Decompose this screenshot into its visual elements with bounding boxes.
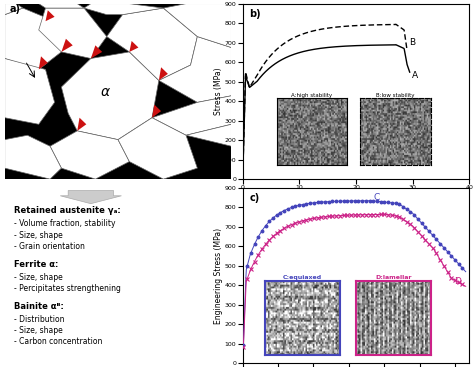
Text: - Distribution: - Distribution: [14, 315, 64, 324]
Polygon shape: [129, 41, 138, 52]
Polygon shape: [62, 39, 73, 52]
Text: $\alpha$: $\alpha$: [100, 85, 111, 99]
Polygon shape: [186, 124, 231, 146]
Polygon shape: [152, 105, 161, 118]
Text: $\alpha_B$: $\alpha_B$: [14, 44, 27, 56]
Polygon shape: [152, 96, 231, 135]
Polygon shape: [62, 52, 159, 139]
Polygon shape: [5, 4, 23, 15]
Text: - Volume fraction, stability: - Volume fraction, stability: [14, 219, 115, 229]
Text: $\gamma_R$: $\gamma_R$: [55, 145, 66, 157]
Text: - Percipitates strengthening: - Percipitates strengthening: [14, 284, 121, 293]
Text: Bainite αᴮ:: Bainite αᴮ:: [14, 302, 64, 311]
Text: B: B: [409, 39, 415, 47]
Polygon shape: [46, 10, 55, 21]
Polygon shape: [118, 118, 197, 179]
X-axis label: Strain (%): Strain (%): [337, 192, 375, 201]
Text: - Size, shape: - Size, shape: [14, 230, 63, 240]
Polygon shape: [5, 135, 62, 179]
Polygon shape: [5, 8, 62, 69]
Y-axis label: Engineering Stress (MPa): Engineering Stress (MPa): [214, 228, 223, 324]
Text: a): a): [9, 4, 20, 14]
Text: - Grain orientation: - Grain orientation: [14, 241, 85, 251]
Polygon shape: [39, 4, 84, 8]
Text: Ferrite α:: Ferrite α:: [14, 259, 58, 269]
Polygon shape: [84, 4, 164, 15]
Polygon shape: [39, 56, 48, 69]
Text: D: D: [454, 277, 461, 286]
Text: Retained austenite γₐ:: Retained austenite γₐ:: [14, 206, 120, 215]
Text: - Size, shape: - Size, shape: [14, 273, 63, 282]
Text: - Size, shape: - Size, shape: [14, 326, 63, 335]
Polygon shape: [164, 4, 231, 48]
Text: - Carbon concentration: - Carbon concentration: [14, 337, 102, 346]
Polygon shape: [91, 46, 102, 58]
Polygon shape: [159, 67, 168, 80]
Polygon shape: [107, 8, 197, 80]
Polygon shape: [50, 131, 129, 179]
Text: C: C: [374, 193, 380, 201]
Text: c): c): [249, 193, 260, 203]
Polygon shape: [5, 58, 55, 124]
Polygon shape: [159, 37, 231, 102]
Text: A: A: [411, 71, 418, 80]
Polygon shape: [77, 118, 86, 131]
Y-axis label: Stress (MPa): Stress (MPa): [214, 68, 223, 115]
Polygon shape: [60, 190, 121, 204]
Text: b): b): [249, 9, 261, 19]
Polygon shape: [39, 8, 107, 58]
